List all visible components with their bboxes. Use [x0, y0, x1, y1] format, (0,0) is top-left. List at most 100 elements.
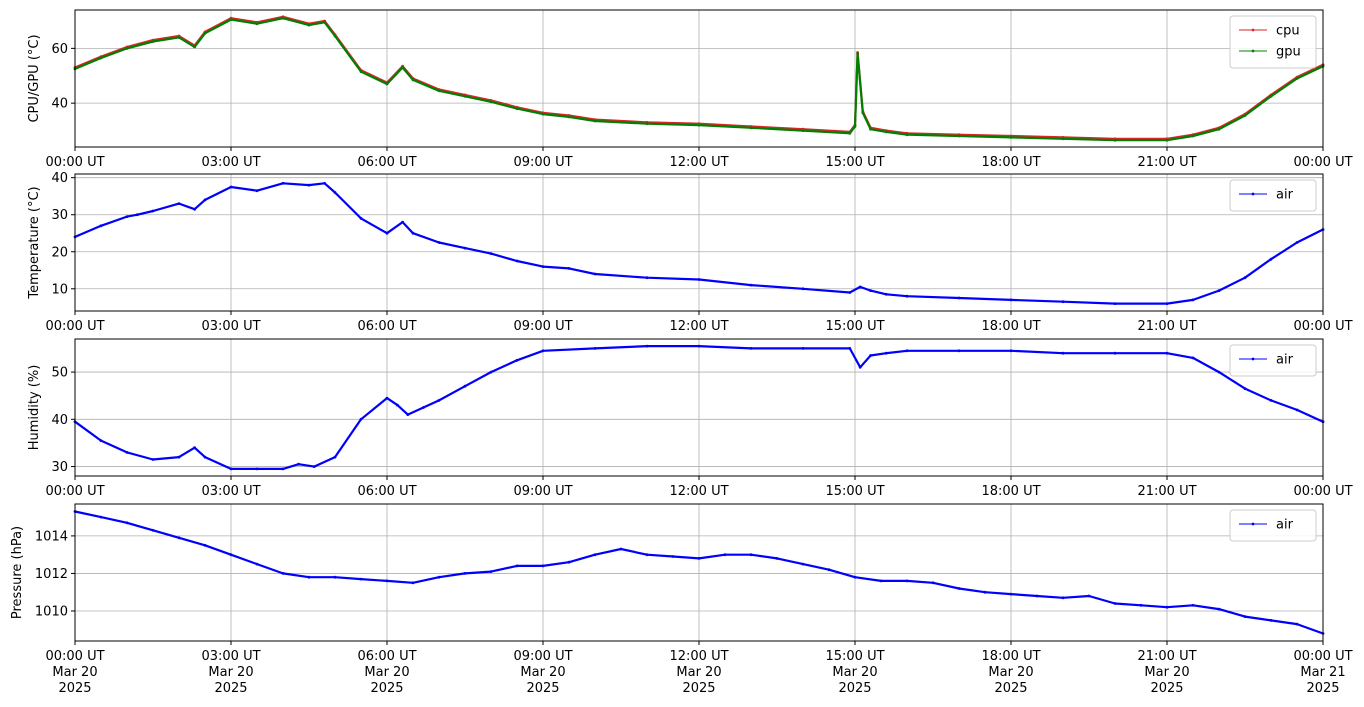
- data-point: [136, 213, 139, 217]
- data-point: [848, 291, 852, 294]
- legend: air: [1229, 179, 1317, 212]
- data-point: [385, 82, 389, 86]
- data-point: [359, 70, 363, 73]
- data-point: [1009, 298, 1013, 302]
- x-tick-label: 18:00 UT: [981, 319, 1040, 334]
- data-point: [884, 130, 888, 134]
- data-point: [1269, 94, 1273, 98]
- y-tick-label: 20: [51, 245, 68, 260]
- data-point: [749, 553, 753, 557]
- panel-4: 1010 1012 1014 00:00 UT Mar 20 2025 03:00 UT Ma…: [10, 503, 1353, 696]
- x-tick-label: 00:00 UT Mar 20 2025: [45, 649, 104, 696]
- x-tick-label: 15:00 UT: [825, 155, 884, 170]
- data-point: [1295, 241, 1299, 244]
- data-point: [697, 557, 701, 560]
- data-point: [333, 575, 337, 579]
- data-point: [801, 562, 805, 566]
- data-point: [151, 458, 155, 461]
- x-tick-label: 15:00 UT: [825, 484, 884, 499]
- x-tick-label: 18:00 UT: [981, 484, 1040, 499]
- x-tick-label: 06:00 UT: [357, 319, 416, 334]
- data-point: [463, 384, 467, 388]
- y-tick-label: 1014: [35, 529, 68, 544]
- data-point: [1113, 138, 1117, 142]
- x-tick-label: 12:00 UT: [669, 484, 728, 499]
- data-point: [193, 207, 197, 211]
- series-line-gpu: [74, 17, 1324, 142]
- data-point: [1113, 351, 1117, 355]
- data-point: [593, 119, 597, 123]
- data-point: [1295, 408, 1299, 412]
- legend: air: [1229, 509, 1317, 542]
- legend-marker: [1251, 357, 1255, 361]
- x-tick-label: 09:00 UT: [513, 319, 572, 334]
- data-point: [489, 252, 493, 256]
- x-tick-label: 03:00 UT Mar 20 2025: [201, 649, 260, 696]
- data-point: [1009, 349, 1013, 353]
- data-point: [255, 467, 259, 471]
- data-point: [1295, 622, 1299, 626]
- data-point: [1061, 300, 1065, 304]
- data-point: [884, 351, 888, 355]
- data-point: [437, 89, 441, 93]
- y-tick-label: 40: [51, 97, 68, 112]
- data-point: [1165, 138, 1169, 142]
- x-tick-label: 06:00 UT: [357, 155, 416, 170]
- data-point: [297, 462, 300, 466]
- data-point: [489, 100, 493, 104]
- data-point: [333, 191, 337, 194]
- x-tick-label: 15:00 UT: [825, 319, 884, 334]
- data-point: [99, 224, 103, 228]
- data-point: [406, 413, 410, 416]
- data-point: [489, 370, 493, 374]
- data-point: [411, 78, 415, 82]
- data-point: [905, 349, 909, 353]
- series-gpu: [73, 16, 1325, 142]
- data-point: [177, 455, 181, 459]
- data-point: [1243, 276, 1247, 280]
- data-point: [645, 553, 649, 557]
- data-point: [884, 292, 888, 296]
- x-tick-label: 03:00 UT: [201, 484, 260, 499]
- data-point: [749, 283, 753, 287]
- data-point: [697, 123, 701, 127]
- data-point: [645, 122, 649, 126]
- data-point: [437, 575, 441, 579]
- data-point: [333, 34, 337, 38]
- data-point: [99, 56, 103, 60]
- data-point: [827, 568, 831, 572]
- data-point: [1061, 596, 1065, 600]
- legend-label-gpu: gpu: [1276, 45, 1301, 60]
- data-point: [1243, 615, 1247, 618]
- legend-label-air: air: [1276, 353, 1294, 368]
- data-point: [801, 129, 805, 133]
- data-point: [1165, 351, 1169, 355]
- data-point: [177, 202, 181, 206]
- y-tick-label: 10: [51, 282, 68, 297]
- data-point: [203, 31, 207, 35]
- legend: air: [1229, 344, 1317, 377]
- data-point: [749, 126, 753, 130]
- data-point: [645, 276, 649, 280]
- data-point: [1113, 602, 1117, 605]
- data-point: [151, 40, 155, 43]
- data-point: [567, 267, 571, 270]
- y-tick-label: 1012: [35, 567, 68, 582]
- data-point: [1165, 605, 1169, 609]
- data-point: [515, 107, 519, 110]
- data-point: [312, 465, 316, 468]
- data-point: [567, 560, 571, 564]
- data-point: [1165, 302, 1169, 305]
- data-point: [848, 347, 852, 350]
- data-point: [1191, 603, 1195, 607]
- legend-marker: [1251, 192, 1255, 196]
- data-point: [229, 467, 233, 471]
- data-point: [125, 47, 129, 50]
- data-point: [411, 581, 415, 585]
- data-point: [125, 215, 129, 219]
- data-point: [333, 455, 337, 459]
- x-tick-label: 00:00 UT: [1293, 319, 1352, 334]
- data-point: [861, 111, 865, 115]
- x-tick-label: 03:00 UT: [201, 319, 260, 334]
- data-point: [229, 553, 233, 557]
